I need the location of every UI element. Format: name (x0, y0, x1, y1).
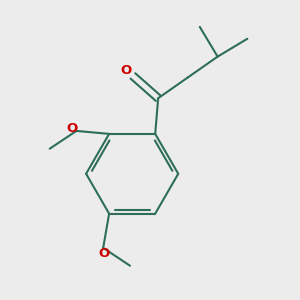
Text: O: O (98, 247, 110, 260)
Text: O: O (121, 64, 132, 77)
Text: O: O (66, 122, 78, 135)
